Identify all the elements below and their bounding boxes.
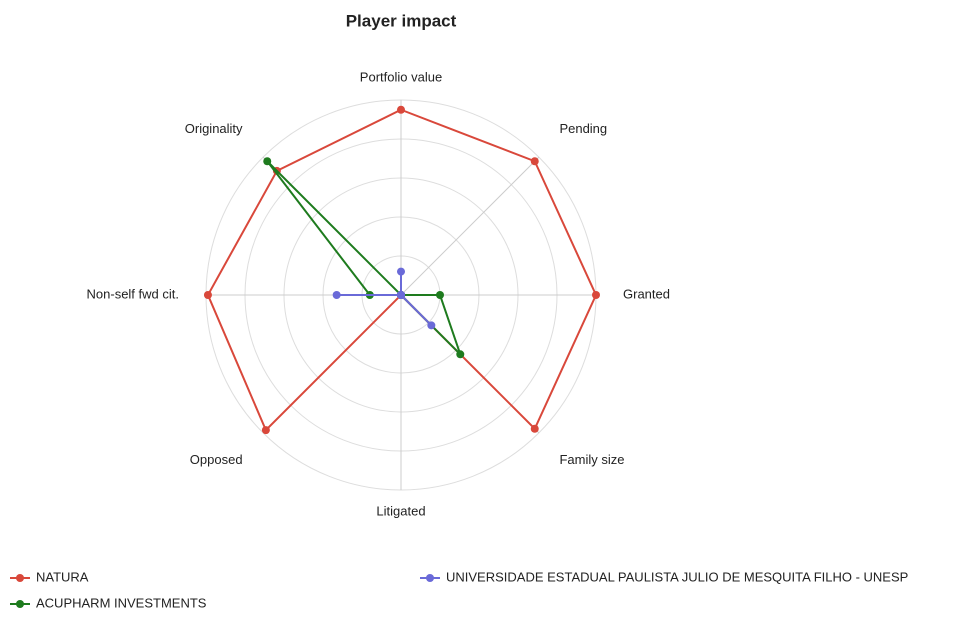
axis-label: Family size xyxy=(559,452,624,467)
point xyxy=(427,321,436,330)
axis-label: Pending xyxy=(559,121,607,136)
point xyxy=(530,424,539,433)
point xyxy=(436,291,444,299)
axis-label: Opposed xyxy=(190,452,243,467)
point xyxy=(203,291,212,299)
series-line xyxy=(336,271,433,327)
legend-label: NATURA xyxy=(36,569,89,584)
legend-label: UNIVERSIDADE ESTADUAL PAULISTA JULIO DE … xyxy=(446,569,908,584)
point xyxy=(530,157,539,166)
legend-dot xyxy=(16,574,24,582)
point xyxy=(397,291,405,299)
point xyxy=(261,426,270,435)
point xyxy=(456,350,465,359)
axis-label: Granted xyxy=(623,286,670,301)
axis-label: Portfolio value xyxy=(360,69,442,84)
axis-label: Litigated xyxy=(376,503,425,518)
axis-label: Non-self fwd cit. xyxy=(87,286,179,301)
point xyxy=(397,267,405,276)
point xyxy=(332,291,341,299)
point xyxy=(592,291,600,299)
axis-label: Originality xyxy=(185,121,243,136)
legend-label: ACUPHARM INVESTMENTS xyxy=(36,595,207,610)
spoke xyxy=(400,156,540,296)
legend-dot xyxy=(16,600,24,608)
point xyxy=(263,157,272,166)
chart-title: Player impact xyxy=(346,11,457,30)
legend-dot xyxy=(426,574,434,582)
point xyxy=(397,105,405,114)
